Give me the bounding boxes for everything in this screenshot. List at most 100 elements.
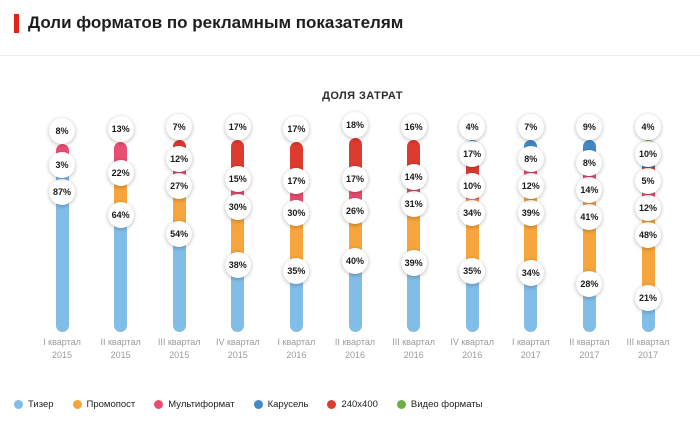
value-bubble: 87% — [49, 179, 75, 206]
x-axis-label: I квартал 2015 — [32, 336, 92, 362]
x-axis-quarter: II квартал — [334, 337, 376, 347]
x-axis-quarter: III квартал — [392, 337, 435, 347]
value-bubble: 12% — [166, 146, 193, 173]
legend-dot — [327, 400, 337, 409]
x-axis-year: 2015 — [169, 350, 190, 360]
value-bubble: 17% — [459, 141, 486, 167]
value-bubble: 34% — [517, 259, 544, 286]
value-bubble: 31% — [400, 190, 427, 217]
legend-dot — [154, 400, 164, 409]
legend-item: Видео форматы — [396, 399, 483, 410]
value-bubble: 64% — [107, 202, 134, 229]
x-axis-label: IV квартал 2015 — [208, 336, 268, 362]
bar-segment — [55, 164, 69, 332]
legend-dot — [396, 400, 406, 409]
value-bubble: 10% — [459, 173, 486, 200]
value-bubble: 15% — [224, 165, 251, 192]
x-axis-label: I квартал 2017 — [501, 336, 561, 362]
legend-dot — [253, 400, 263, 409]
value-bubble: 12% — [517, 173, 544, 200]
x-axis-label: III квартал 2015 — [149, 336, 209, 362]
bar-segment — [114, 209, 128, 332]
value-bubble: 7% — [517, 114, 544, 140]
x-axis-quarter: I квартал — [511, 337, 550, 347]
chart-subtitle: ДОЛЯ ЗАТРАТ — [322, 90, 403, 102]
value-bubble: 27% — [166, 173, 193, 200]
value-bubble: 22% — [107, 159, 134, 186]
value-bubble: 8% — [49, 117, 75, 144]
x-axis-quarter: II квартал — [569, 337, 610, 347]
bar-segment — [231, 140, 245, 173]
x-axis-quarter: III квартал — [626, 337, 670, 347]
value-bubble: 21% — [635, 284, 661, 311]
x-axis-label: III квартал 2016 — [384, 336, 444, 362]
x-axis-quarter: III квартал — [157, 337, 201, 347]
legend-item: Тизер — [14, 399, 54, 410]
value-bubble: 30% — [283, 200, 310, 227]
legend-label: Промопост — [86, 399, 136, 410]
x-axis-year: 2017 — [637, 350, 659, 360]
value-bubble: 48% — [635, 222, 661, 248]
value-bubble: 8% — [517, 146, 544, 173]
value-bubble: 17% — [283, 115, 310, 142]
value-bubble: 14% — [400, 163, 427, 190]
value-bubble: 54% — [166, 221, 193, 248]
value-bubble: 39% — [400, 250, 427, 277]
value-bubble: 4% — [459, 114, 486, 140]
value-bubble: 4% — [635, 114, 661, 140]
legend-item: Промопост — [72, 399, 136, 410]
x-axis-quarter: I квартал — [277, 337, 316, 347]
bar-segment — [289, 141, 303, 175]
value-bubble: 34% — [459, 200, 486, 227]
x-axis-label: I квартал 2016 — [266, 336, 326, 362]
x-axis-year: 2015 — [110, 350, 131, 360]
x-axis-label: IV квартал 2016 — [442, 336, 502, 362]
value-bubble: 41% — [576, 204, 603, 231]
value-bubble: 5% — [635, 168, 661, 194]
value-bubble: 9% — [576, 114, 603, 140]
value-bubble: 8% — [576, 150, 603, 177]
value-bubble: 3% — [49, 152, 75, 179]
x-axis-year: 2015 — [227, 350, 248, 360]
legend: Тизер Промопост Мультиформат Карусель 240x40… — [14, 399, 482, 410]
value-bubble: 39% — [517, 200, 544, 227]
value-bubble: 35% — [459, 257, 486, 284]
value-bubble: 17% — [224, 114, 251, 140]
legend-dot — [72, 400, 82, 409]
x-axis-year: 2015 — [51, 350, 73, 360]
stacked-bar — [465, 140, 479, 332]
x-axis-label: II квартал 2015 — [91, 336, 151, 362]
x-axis-label: III квартал 2017 — [618, 336, 678, 362]
value-bubble: 18% — [342, 112, 368, 139]
value-bubble: 14% — [576, 177, 603, 204]
value-bubble: 17% — [283, 167, 310, 194]
x-axis-year: 2016 — [286, 350, 307, 360]
value-bubble: 35% — [283, 257, 310, 284]
legend-label: Карусель — [267, 399, 309, 410]
legend-label: Видео форматы — [410, 399, 483, 410]
legend-label: 240x400 — [341, 399, 378, 410]
legend-dot — [14, 400, 23, 409]
value-bubble: 38% — [224, 252, 251, 279]
title-accent-marker — [14, 13, 19, 33]
page-title: Доли форматов по рекламным показателям — [28, 13, 404, 32]
legend-item: 240x400 — [327, 399, 378, 410]
legend-item: Мультиформат — [154, 399, 235, 410]
x-axis-label: II квартал 2016 — [325, 336, 385, 362]
value-bubble: 12% — [635, 195, 661, 221]
x-axis-year: 2016 — [403, 350, 424, 360]
legend-label: Тизер — [28, 399, 54, 410]
x-axis-quarter: IV квартал — [450, 337, 495, 347]
bar-segment — [407, 140, 421, 171]
value-bubble: 17% — [342, 165, 368, 192]
bar-segment — [172, 228, 186, 332]
x-axis-year: 2017 — [579, 350, 600, 360]
x-axis-year: 2017 — [520, 350, 541, 360]
x-axis-quarter: II квартал — [100, 337, 141, 347]
page-header: Доли форматов по рекламным показателям — [14, 13, 403, 33]
bar-segment — [407, 257, 421, 332]
value-bubble: 26% — [342, 198, 368, 225]
legend-label: Мультиформат — [168, 399, 235, 410]
bar-segment — [348, 138, 362, 173]
